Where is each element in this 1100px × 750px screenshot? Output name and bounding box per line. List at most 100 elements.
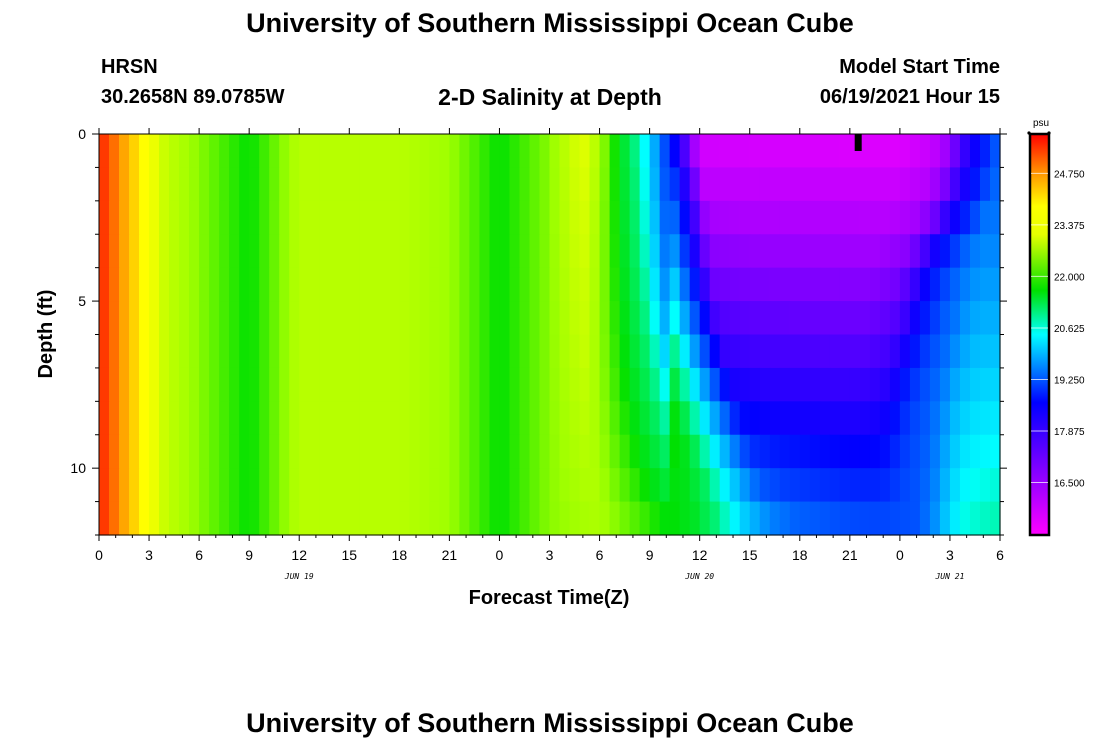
heatmap-cell bbox=[819, 434, 831, 469]
heatmap-cell bbox=[209, 401, 220, 436]
heatmap-cell bbox=[799, 468, 811, 503]
heatmap-cell bbox=[729, 334, 741, 369]
heatmap-cell bbox=[549, 267, 561, 302]
heatmap-cell bbox=[719, 134, 731, 169]
heatmap-cell bbox=[489, 234, 501, 269]
heatmap-cell bbox=[189, 200, 200, 235]
salinity-heatmap bbox=[99, 134, 1001, 536]
heatmap-cell bbox=[429, 334, 440, 369]
heatmap-cell bbox=[139, 134, 150, 169]
heatmap-cell bbox=[579, 334, 591, 369]
heatmap-cell bbox=[449, 267, 460, 302]
heatmap-cell bbox=[909, 167, 921, 202]
heatmap-cell bbox=[209, 468, 220, 503]
heatmap-cell bbox=[819, 267, 831, 302]
heatmap-cell bbox=[439, 334, 450, 369]
heatmap-cell bbox=[319, 468, 330, 503]
heatmap-cell bbox=[749, 367, 761, 402]
heatmap-cell bbox=[459, 501, 471, 536]
heatmap-cell bbox=[609, 200, 621, 235]
heatmap-cell bbox=[379, 301, 390, 336]
heatmap-cell bbox=[919, 334, 931, 369]
heatmap-cell bbox=[229, 334, 240, 369]
heatmap-cell bbox=[959, 301, 971, 336]
heatmap-cell bbox=[119, 167, 130, 202]
heatmap-cell bbox=[329, 167, 340, 202]
heatmap-cell bbox=[459, 167, 471, 202]
heatmap-cell bbox=[599, 167, 611, 202]
heatmap-cell bbox=[739, 200, 751, 235]
heatmap-cell bbox=[859, 434, 871, 469]
heatmap-cell bbox=[169, 367, 180, 402]
heatmap-cell bbox=[609, 267, 621, 302]
heatmap-cell bbox=[519, 334, 531, 369]
x-tick-label: 15 bbox=[341, 547, 357, 563]
heatmap-cell bbox=[739, 468, 751, 503]
heatmap-cell bbox=[769, 234, 781, 269]
heatmap-cell bbox=[139, 167, 150, 202]
heatmap-cell bbox=[279, 234, 290, 269]
heatmap-cell bbox=[789, 134, 801, 169]
heatmap-cell bbox=[559, 401, 571, 436]
heatmap-cell bbox=[699, 401, 711, 436]
heatmap-cell bbox=[169, 301, 180, 336]
heatmap-cell bbox=[679, 367, 691, 402]
heatmap-cell bbox=[539, 234, 551, 269]
heatmap-cell bbox=[159, 334, 170, 369]
station-name: HRSN bbox=[101, 56, 158, 78]
heatmap-cell bbox=[839, 167, 851, 202]
heatmap-cell bbox=[329, 468, 340, 503]
heatmap-cell bbox=[459, 367, 471, 402]
heatmap-cell bbox=[579, 200, 591, 235]
heatmap-cell bbox=[969, 367, 981, 402]
heatmap-cell bbox=[399, 234, 410, 269]
heatmap-cell bbox=[689, 401, 701, 436]
heatmap-cell bbox=[369, 367, 380, 402]
heatmap-cell bbox=[129, 234, 140, 269]
heatmap-cell bbox=[879, 167, 891, 202]
heatmap-cell bbox=[809, 267, 821, 302]
heatmap-cell bbox=[129, 301, 140, 336]
heatmap-cell bbox=[659, 367, 671, 402]
heatmap-cell bbox=[569, 301, 581, 336]
heatmap-cell bbox=[319, 234, 330, 269]
heatmap-cell bbox=[669, 200, 681, 235]
heatmap-cell bbox=[509, 434, 521, 469]
heatmap-cell bbox=[149, 134, 160, 169]
heatmap-cell bbox=[269, 468, 280, 503]
heatmap-cell bbox=[109, 301, 120, 336]
heatmap-cell bbox=[899, 401, 911, 436]
heatmap-cell bbox=[859, 501, 871, 536]
heatmap-cell bbox=[719, 234, 731, 269]
heatmap-cell bbox=[419, 167, 430, 202]
heatmap-cell bbox=[239, 434, 250, 469]
heatmap-cell bbox=[329, 234, 340, 269]
heatmap-cell bbox=[939, 167, 951, 202]
heatmap-cell bbox=[609, 234, 621, 269]
heatmap-cell bbox=[569, 267, 581, 302]
heatmap-cell bbox=[209, 267, 220, 302]
heatmap-cell bbox=[679, 301, 691, 336]
heatmap-cell bbox=[659, 167, 671, 202]
heatmap-cell bbox=[499, 334, 511, 369]
heatmap-cell bbox=[949, 334, 961, 369]
heatmap-cell bbox=[449, 434, 460, 469]
heatmap-cell bbox=[699, 301, 711, 336]
heatmap-cell bbox=[249, 334, 260, 369]
heatmap-cell bbox=[809, 401, 821, 436]
heatmap-cell bbox=[429, 200, 440, 235]
heatmap-cell bbox=[879, 334, 891, 369]
heatmap-cell bbox=[799, 434, 811, 469]
heatmap-cell bbox=[619, 434, 631, 469]
heatmap-cell bbox=[439, 301, 450, 336]
heatmap-cell bbox=[359, 468, 370, 503]
heatmap-cell bbox=[799, 267, 811, 302]
heatmap-cell bbox=[539, 501, 551, 536]
heatmap-cell bbox=[389, 367, 400, 402]
heatmap-cell bbox=[669, 334, 681, 369]
heatmap-cell bbox=[309, 434, 320, 469]
heatmap-cell bbox=[129, 334, 140, 369]
heatmap-cell bbox=[229, 167, 240, 202]
heatmap-cell bbox=[489, 501, 501, 536]
heatmap-cell bbox=[619, 267, 631, 302]
